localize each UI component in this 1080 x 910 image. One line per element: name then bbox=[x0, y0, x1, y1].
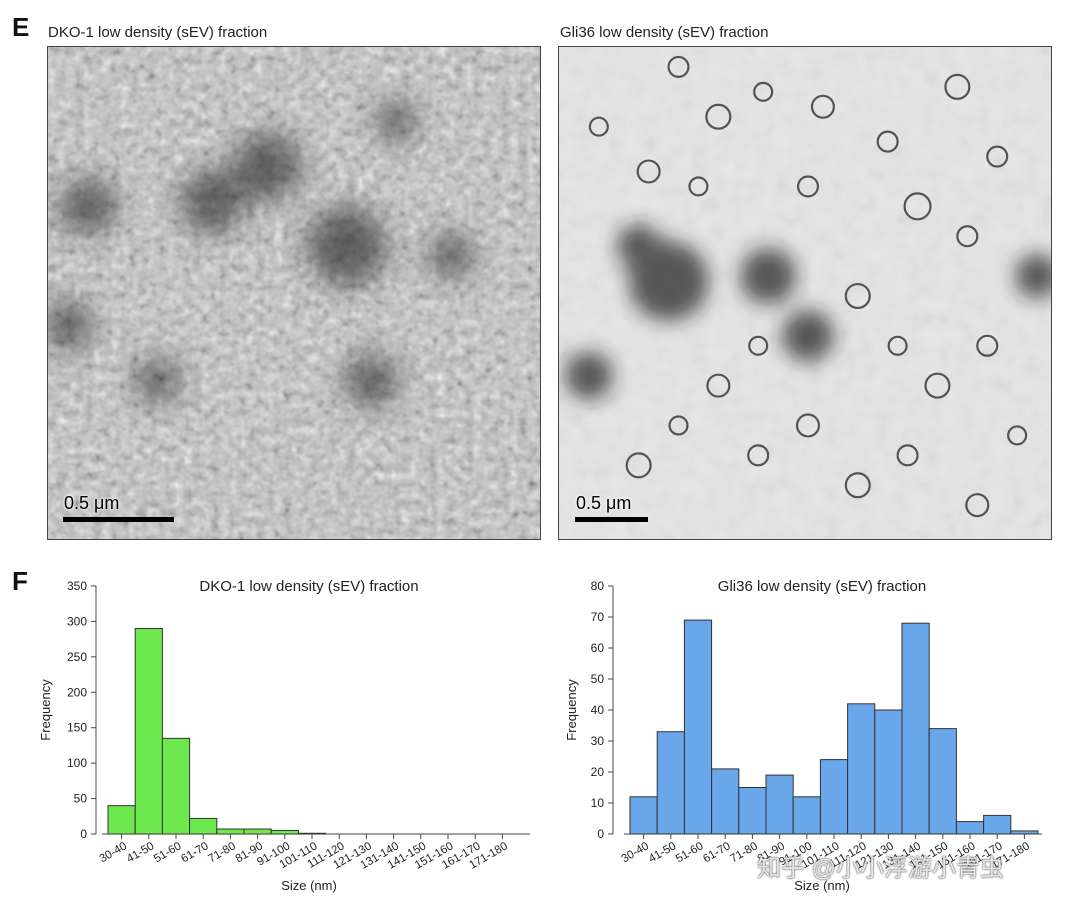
y-tick-label: 10 bbox=[591, 796, 605, 810]
x-tick-label: 41-50 bbox=[647, 840, 678, 865]
histogram-bar bbox=[270, 829, 299, 835]
y-tick-label: 0 bbox=[597, 827, 604, 841]
histogram-bar bbox=[847, 703, 876, 835]
histogram-bar bbox=[711, 768, 740, 835]
scalebar-dko1 bbox=[63, 517, 174, 522]
scalebar-label-gli36: 0.5 μm bbox=[576, 493, 632, 513]
scalebar-gli36 bbox=[575, 517, 648, 522]
histogram-bar bbox=[656, 731, 685, 835]
histogram-bar bbox=[297, 832, 327, 835]
y-tick-label: 30 bbox=[591, 734, 605, 748]
histogram-bar bbox=[738, 787, 767, 835]
x-tick-label: 61-70 bbox=[701, 840, 732, 865]
x-tick-label: 51-60 bbox=[152, 840, 183, 865]
x-axis-label: Size (nm) bbox=[794, 878, 850, 893]
histogram-bar bbox=[629, 796, 658, 835]
histogram-bar bbox=[928, 728, 957, 835]
histogram-bar bbox=[107, 805, 136, 835]
x-axis-label: Size (nm) bbox=[281, 878, 337, 893]
y-tick-label: 50 bbox=[591, 672, 605, 686]
histogram-bar bbox=[134, 628, 163, 835]
x-tick-label: 41-50 bbox=[125, 840, 156, 865]
watermark: 知乎 @小小浮游小青虫 bbox=[757, 855, 1005, 882]
histogram-bar bbox=[901, 622, 930, 835]
histogram-bar bbox=[683, 619, 713, 835]
y-axis-label: Frequency bbox=[38, 679, 53, 741]
y-axis-label: Frequency bbox=[564, 679, 579, 741]
x-tick-label: 30-40 bbox=[620, 840, 651, 865]
histogram-bar bbox=[819, 759, 849, 835]
histogram-bar bbox=[983, 814, 1012, 835]
histogram-gli36: Gli36 low density (sEV) fraction Frequen… bbox=[564, 578, 1042, 893]
histogram-bar bbox=[189, 817, 218, 835]
y-tick-label: 200 bbox=[67, 685, 87, 699]
x-tick-label: 30-40 bbox=[98, 840, 129, 865]
y-tick-label: 70 bbox=[591, 610, 605, 624]
histogram-bar bbox=[955, 821, 985, 835]
micrograph-dko1 bbox=[47, 46, 541, 540]
x-tick-label: 71-80 bbox=[206, 840, 237, 865]
micrograph-title-gli36: Gli36 low density (sEV) fraction bbox=[560, 24, 769, 41]
micrograph-gli36 bbox=[558, 46, 1052, 540]
micrograph-title-dko1: DKO-1 low density (sEV) fraction bbox=[48, 24, 268, 41]
y-tick-label: 300 bbox=[67, 614, 87, 628]
y-tick-label: 100 bbox=[67, 756, 87, 770]
y-tick-label: 0 bbox=[80, 827, 87, 841]
y-tick-label: 150 bbox=[67, 721, 87, 735]
chart-title: Gli36 low density (sEV) fraction bbox=[718, 578, 926, 595]
histogram-dko1: DKO-1 low density (sEV) fraction Frequen… bbox=[38, 578, 530, 893]
scalebar-label-dko1: 0.5 μm bbox=[64, 493, 120, 513]
x-tick-label: 51-60 bbox=[674, 840, 705, 865]
histogram-bar bbox=[161, 737, 191, 835]
y-tick-label: 80 bbox=[591, 579, 605, 593]
x-tick-label: 61-70 bbox=[179, 840, 210, 865]
panel-letter-e: E bbox=[12, 12, 30, 42]
y-tick-label: 40 bbox=[591, 703, 605, 717]
panel-letter-f: F bbox=[12, 566, 28, 596]
histogram-bar bbox=[243, 828, 272, 835]
y-tick-label: 20 bbox=[591, 765, 605, 779]
y-tick-label: 50 bbox=[74, 792, 88, 806]
histogram-bar bbox=[216, 828, 245, 835]
chart-title: DKO-1 low density (sEV) fraction bbox=[199, 578, 418, 595]
histogram-bar bbox=[1010, 830, 1039, 835]
y-tick-label: 350 bbox=[67, 579, 87, 593]
histogram-bar bbox=[874, 709, 903, 835]
histogram-bar bbox=[792, 796, 821, 835]
x-tick-label: 71-80 bbox=[728, 840, 759, 865]
histogram-bar bbox=[765, 774, 794, 835]
y-tick-label: 250 bbox=[67, 650, 87, 664]
y-tick-label: 60 bbox=[591, 641, 605, 655]
